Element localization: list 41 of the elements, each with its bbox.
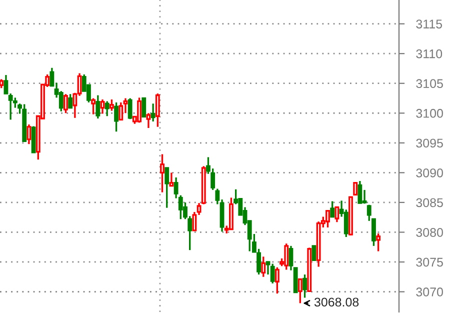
candlestick bbox=[155, 92, 160, 128]
candlestick bbox=[270, 262, 275, 284]
candlestick bbox=[274, 266, 280, 294]
candlestick bbox=[169, 172, 174, 187]
y-tick-label: 3095 bbox=[416, 138, 443, 148]
y-tick-label: 3070 bbox=[416, 288, 443, 296]
y-tick-label: 3115 bbox=[416, 20, 442, 28]
candlestick bbox=[372, 218, 376, 247]
candlestick bbox=[334, 206, 340, 223]
candlestick bbox=[330, 200, 335, 218]
y-tick-label: 3075 bbox=[416, 258, 443, 267]
candlestick bbox=[261, 256, 266, 278]
candlestick bbox=[302, 274, 307, 299]
y-tick-label: 3105 bbox=[416, 79, 443, 88]
candlestick bbox=[64, 93, 68, 114]
y-tick-label: 3085 bbox=[416, 198, 443, 208]
candlestick bbox=[91, 97, 96, 116]
candlestick bbox=[150, 102, 156, 122]
candlestick bbox=[358, 180, 362, 204]
y-tick-label: 3090 bbox=[416, 168, 443, 178]
candlestick bbox=[26, 124, 32, 145]
candlestick bbox=[118, 102, 124, 121]
candlestick bbox=[128, 97, 132, 120]
candlestick bbox=[160, 153, 164, 194]
candlestick bbox=[353, 182, 358, 196]
candlestick bbox=[312, 245, 316, 262]
candlestick bbox=[298, 278, 302, 304]
candlestick bbox=[100, 98, 105, 115]
candlestick bbox=[109, 98, 114, 112]
candlestick bbox=[164, 167, 170, 209]
candlestick bbox=[104, 100, 110, 117]
candlestick bbox=[142, 97, 146, 118]
candlestick bbox=[146, 112, 151, 129]
candlestick bbox=[68, 93, 73, 109]
candlestick bbox=[96, 94, 100, 120]
y-tick-label: 3110 bbox=[416, 49, 442, 58]
y-tick-label: 3080 bbox=[416, 228, 443, 237]
candlestick bbox=[114, 102, 119, 132]
annotation: 3068.08 bbox=[314, 298, 359, 307]
y-tick-label: 3100 bbox=[416, 108, 443, 118]
candlestick bbox=[376, 232, 381, 252]
